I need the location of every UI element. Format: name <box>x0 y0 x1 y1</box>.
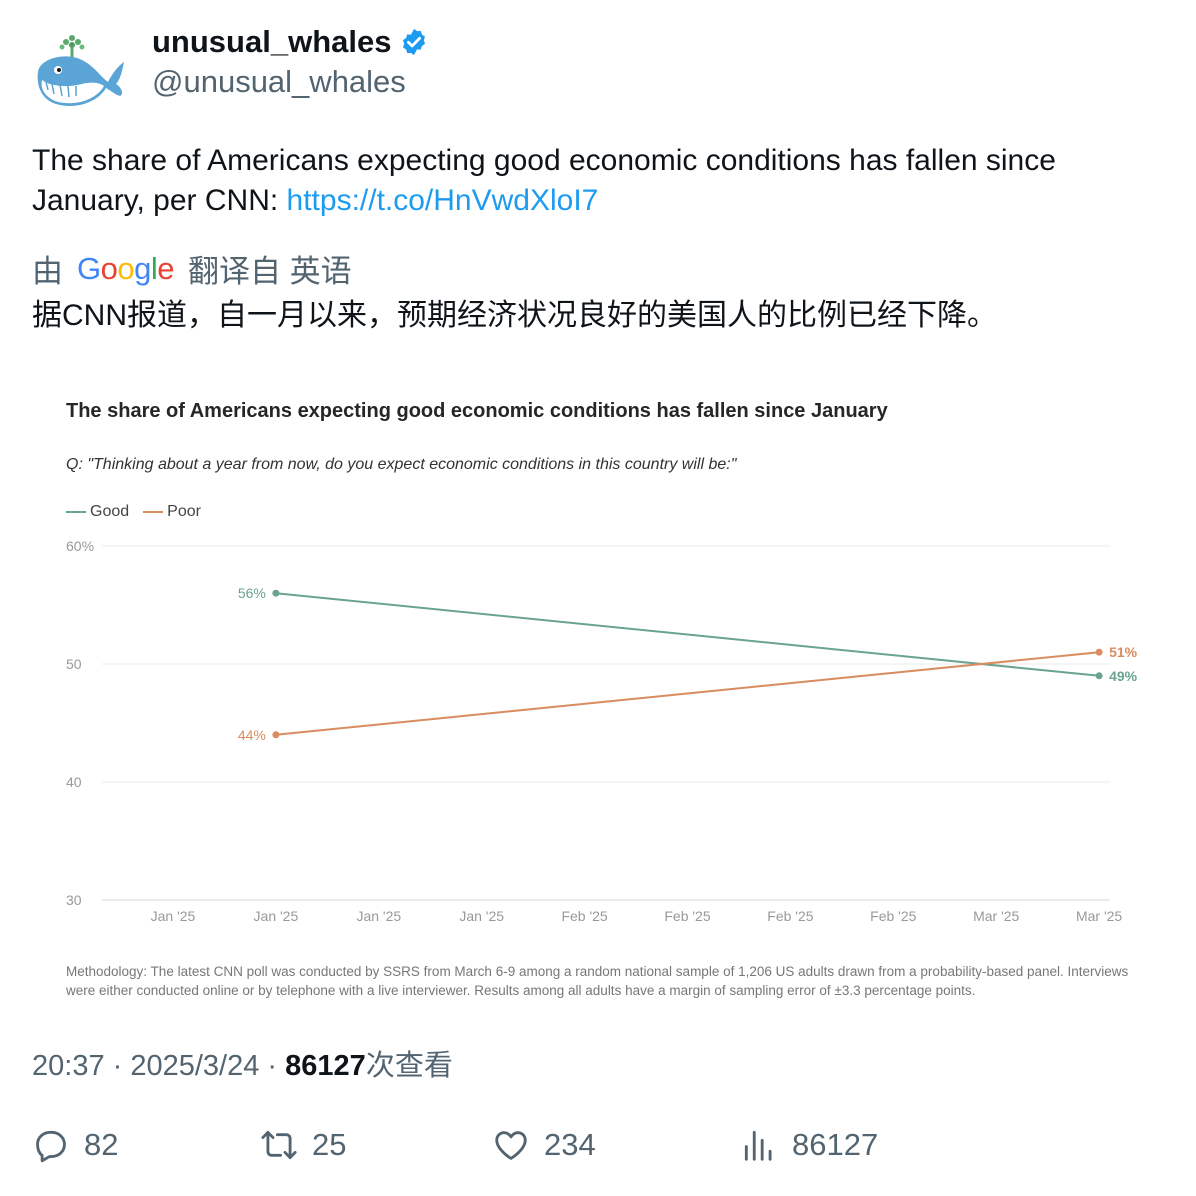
whale-logo-icon <box>37 35 124 107</box>
views-bar-icon <box>744 1130 772 1161</box>
legend-item-good: Good <box>66 503 129 521</box>
data-label-poor: 44% <box>238 727 266 743</box>
legend-label-good: Good <box>90 503 130 520</box>
author-handle[interactable]: @unusual_whales <box>152 64 406 99</box>
x-tick-label: Jan '25 <box>151 908 196 924</box>
data-label-good: 56% <box>238 585 266 601</box>
chart-methodology: Methodology: The latest CNN poll was con… <box>66 964 1129 998</box>
x-tick-label: Feb '25 <box>767 908 813 924</box>
y-tick-label: 40 <box>66 774 82 790</box>
tweet-date[interactable]: 2025/3/24 <box>130 1050 260 1082</box>
retweet-button[interactable]: 25 <box>260 1126 346 1164</box>
like-count: 234 <box>544 1127 596 1162</box>
translation-by: 由 <box>32 254 63 289</box>
data-point-poor <box>272 731 280 739</box>
x-tick-label: Mar '25 <box>973 908 1019 924</box>
tweet-meta: 20:37 · 2025/3/24 · 86127次查看 <box>32 1042 453 1084</box>
reply-button[interactable]: 82 <box>32 1126 118 1164</box>
verified-badge-icon <box>403 28 426 56</box>
x-tick-label: Jan '25 <box>254 908 299 924</box>
tweet-time[interactable]: 20:37 <box>32 1050 105 1082</box>
legend-swatch-good <box>66 511 86 513</box>
translated-text: 据CNN报道，自一月以来，预期经济状况良好的美国人的比例已经下降。 <box>32 299 997 332</box>
view-count: 86127 <box>285 1050 366 1082</box>
legend-item-poor: Poor <box>143 503 201 521</box>
y-tick-label: 50 <box>66 656 82 672</box>
google-logo-letter: l <box>150 250 158 286</box>
legend-swatch-poor <box>143 511 164 513</box>
retweet-icon <box>261 1130 297 1160</box>
tweet-link[interactable]: https://t.co/HnVwdXloI7 <box>286 184 599 217</box>
retweet-count: 25 <box>312 1127 347 1162</box>
meta-separator-2: · <box>259 1050 286 1082</box>
meta-separator: · <box>104 1050 131 1082</box>
y-tick-label: 60% <box>66 538 94 554</box>
data-label-poor: 51% <box>1109 644 1138 660</box>
y-tick-label: 30 <box>66 892 82 908</box>
x-tick-label: Feb '25 <box>664 908 710 924</box>
reply-count: 82 <box>84 1127 119 1162</box>
x-tick-label: Jan '25 <box>356 908 401 924</box>
data-point-good <box>272 589 280 597</box>
legend-label-poor: Poor <box>167 503 201 520</box>
series-line-poor <box>275 651 1100 736</box>
heart-icon <box>495 1131 527 1160</box>
views-button[interactable]: 86127 <box>740 1126 878 1164</box>
tweet-body: The share of Americans expecting good ec… <box>32 144 1056 217</box>
line-chart: 60% 50 40 30 Jan '25 Jan '25 Jan '25 Jan '25 Feb… <box>66 538 1138 924</box>
author-name-row[interactable]: unusual_whales <box>152 22 429 62</box>
views-suffix: 次查看 <box>365 1050 453 1082</box>
google-logo-letter: g <box>134 250 151 286</box>
data-point-poor <box>1095 648 1103 656</box>
translation-from: 翻译自 英语 <box>188 254 352 289</box>
series-line-good <box>275 592 1100 677</box>
google-logo-letter: o <box>100 250 118 286</box>
action-bar: 82 25 234 86127 <box>32 1126 1162 1176</box>
x-tick-label: Jan '25 <box>459 908 504 924</box>
tweet-text: The share of Americans expecting good ec… <box>32 141 1162 221</box>
google-logo[interactable]: Google <box>77 250 175 287</box>
x-tick-label: Feb '25 <box>561 908 607 924</box>
author-block: unusual_whales @unusual_whales <box>152 22 429 102</box>
google-logo-letter: o <box>117 250 135 286</box>
google-logo-letter: G <box>77 250 101 286</box>
like-button[interactable]: 234 <box>492 1126 596 1164</box>
reply-icon <box>36 1130 66 1163</box>
google-logo-letter: e <box>157 250 175 286</box>
chart-image[interactable]: The share of Americans expecting good ec… <box>32 368 1164 1018</box>
data-point-good <box>1095 672 1103 680</box>
x-tick-label: Feb '25 <box>870 908 916 924</box>
data-label-good: 49% <box>1109 668 1138 684</box>
avatar[interactable] <box>32 24 128 120</box>
chart-subtitle: Q: "Thinking about a year from now, do y… <box>66 456 737 473</box>
chart-title: The share of Americans expecting good ec… <box>66 400 888 422</box>
author-name[interactable]: unusual_whales <box>152 24 392 59</box>
x-tick-label: Mar '25 <box>1076 908 1122 924</box>
translation-attribution: 由 Google 翻译自 英语 <box>32 246 352 291</box>
chart-legend: Good Poor <box>66 503 201 521</box>
views-count: 86127 <box>792 1127 879 1162</box>
